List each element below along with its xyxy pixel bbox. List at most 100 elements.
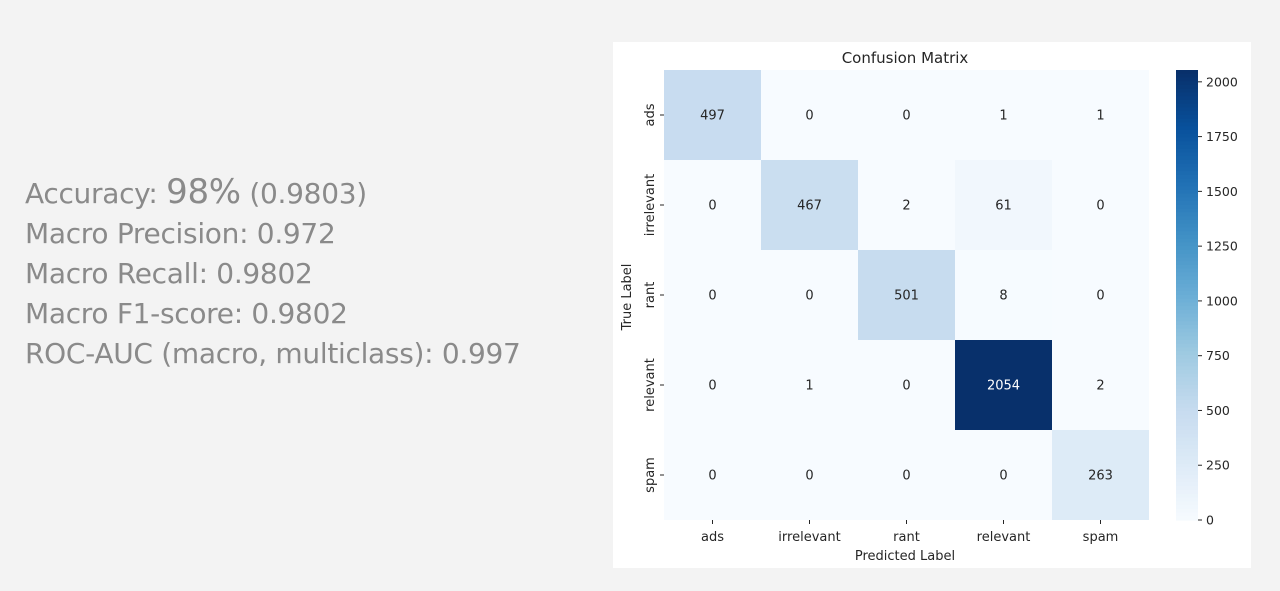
- colorbar-segment: [1176, 133, 1198, 139]
- colorbar-tick-label: 1500: [1206, 184, 1238, 199]
- colorbar-segment: [1176, 347, 1198, 352]
- colorbar-segment: [1176, 253, 1198, 259]
- colorbar-segment: [1176, 430, 1198, 435]
- heatmap-cell: [1052, 250, 1149, 340]
- colorbar-segment: [1176, 415, 1198, 420]
- heatmap-cell: [1052, 160, 1149, 250]
- colorbar-segment: [1176, 268, 1198, 274]
- colorbar-segment: [1176, 186, 1198, 191]
- colorbar-segment: [1176, 235, 1198, 240]
- cell-value-label: 0: [902, 109, 910, 124]
- colorbar-tick-label: 0: [1206, 513, 1214, 528]
- colorbar-segment: [1176, 223, 1198, 229]
- colorbar-segment: [1176, 471, 1198, 476]
- colorbar-segment: [1176, 396, 1198, 401]
- colorbar-segment: [1176, 276, 1198, 281]
- colorbar-segment: [1176, 287, 1198, 292]
- cell-value-label: 263: [1088, 469, 1113, 484]
- colorbar-segment: [1176, 321, 1198, 326]
- colorbar-segment: [1176, 283, 1198, 289]
- colorbar-segment: [1176, 280, 1198, 285]
- colorbar-segment: [1176, 310, 1198, 315]
- colorbar-segment: [1176, 456, 1198, 461]
- colorbar-segment: [1176, 148, 1198, 154]
- cell-value-label: 0: [708, 289, 716, 304]
- chart-title: Confusion Matrix: [842, 49, 969, 67]
- heatmap-cell: [858, 250, 955, 340]
- colorbar-segment: [1176, 257, 1198, 262]
- heatmap-cell: [955, 160, 1052, 250]
- colorbar-segment: [1176, 302, 1198, 307]
- cell-value-label: 0: [1096, 199, 1104, 214]
- cell-value-label: 0: [902, 469, 910, 484]
- colorbar-tick-label: 1000: [1206, 293, 1238, 308]
- colorbar-segment: [1176, 336, 1198, 341]
- heatmap-cell: [858, 340, 955, 430]
- colorbar-segment: [1176, 250, 1198, 255]
- colorbar-segment: [1176, 448, 1198, 454]
- colorbar-segment: [1176, 73, 1198, 79]
- x-tick-label: irrelevant: [778, 530, 840, 545]
- x-tick-label: rant: [893, 530, 920, 545]
- colorbar-segment: [1176, 92, 1198, 97]
- heatmap-cell: [664, 70, 761, 160]
- colorbar-segment: [1176, 493, 1198, 499]
- colorbar-segment: [1176, 366, 1198, 371]
- colorbar-segment: [1176, 220, 1198, 225]
- colorbar-segment: [1176, 137, 1198, 142]
- colorbar-segment: [1176, 516, 1198, 521]
- colorbar-segment: [1176, 467, 1198, 472]
- cell-value-label: 467: [797, 199, 822, 214]
- colorbar-segment: [1176, 381, 1198, 386]
- heatmap-cell: [955, 340, 1052, 430]
- heatmap-cell: [955, 250, 1052, 340]
- cell-value-label: 0: [805, 469, 813, 484]
- colorbar-segment: [1176, 231, 1198, 236]
- colorbar-segment: [1176, 373, 1198, 379]
- colorbar-tick-label: 1250: [1206, 239, 1238, 254]
- colorbar-segment: [1176, 103, 1198, 109]
- colorbar-segment: [1176, 265, 1198, 270]
- colorbar-segment: [1176, 298, 1198, 304]
- cell-value-label: 2: [1096, 379, 1104, 394]
- colorbar-segment: [1176, 205, 1198, 210]
- metrics-panel: Accuracy: 98% (0.9803) Macro Precision: …: [25, 172, 595, 374]
- colorbar-segment: [1176, 175, 1198, 180]
- colorbar-segment: [1176, 411, 1198, 416]
- cell-value-label: 1: [999, 109, 1007, 124]
- colorbar-segment: [1176, 388, 1198, 394]
- colorbar-segment: [1176, 343, 1198, 349]
- colorbar-segment: [1176, 295, 1198, 300]
- colorbar-segment: [1176, 212, 1198, 217]
- colorbar-segment: [1176, 490, 1198, 495]
- colorbar-segment: [1176, 197, 1198, 202]
- colorbar-segment: [1176, 171, 1198, 176]
- colorbar-segment: [1176, 130, 1198, 135]
- heatmap-cell-labels: 497 0 0 1 1 0 467 2 61 0 0 0 501 8 0 0 1 0 2054 2 0 0 0 0 263: [700, 109, 1113, 484]
- colorbar-segment: [1176, 152, 1198, 157]
- colorbar-segment: [1176, 306, 1198, 311]
- x-tick-label: ads: [701, 530, 724, 545]
- colorbar-segment: [1176, 370, 1198, 375]
- colorbar-segment: [1176, 107, 1198, 112]
- heatmap-cell: [858, 430, 955, 520]
- colorbar-segment: [1176, 340, 1198, 345]
- colorbar-segment: [1176, 351, 1198, 356]
- colorbar-segment: [1176, 193, 1198, 199]
- heatmap-cell: [955, 430, 1052, 520]
- y-tick-label: ads: [643, 103, 658, 126]
- colorbar-segment: [1176, 508, 1198, 514]
- colorbar: 0 250 500 750 1000 1250 1500 1750 2000: [1176, 70, 1238, 528]
- colorbar-segment: [1176, 115, 1198, 120]
- colorbar-segment: [1176, 505, 1198, 510]
- heatmap-cell: [761, 160, 858, 250]
- colorbar-segment: [1176, 216, 1198, 221]
- heatmap-cell: [955, 70, 1052, 160]
- colorbar-segment: [1176, 190, 1198, 195]
- cell-value-label: 61: [995, 199, 1012, 214]
- colorbar-tick-label: 750: [1206, 348, 1230, 363]
- colorbar-segment: [1176, 512, 1198, 517]
- colorbar-tick-label: 2000: [1206, 74, 1238, 89]
- colorbar-tick-label: 1750: [1206, 129, 1238, 144]
- y-tick-label: relevant: [643, 358, 658, 412]
